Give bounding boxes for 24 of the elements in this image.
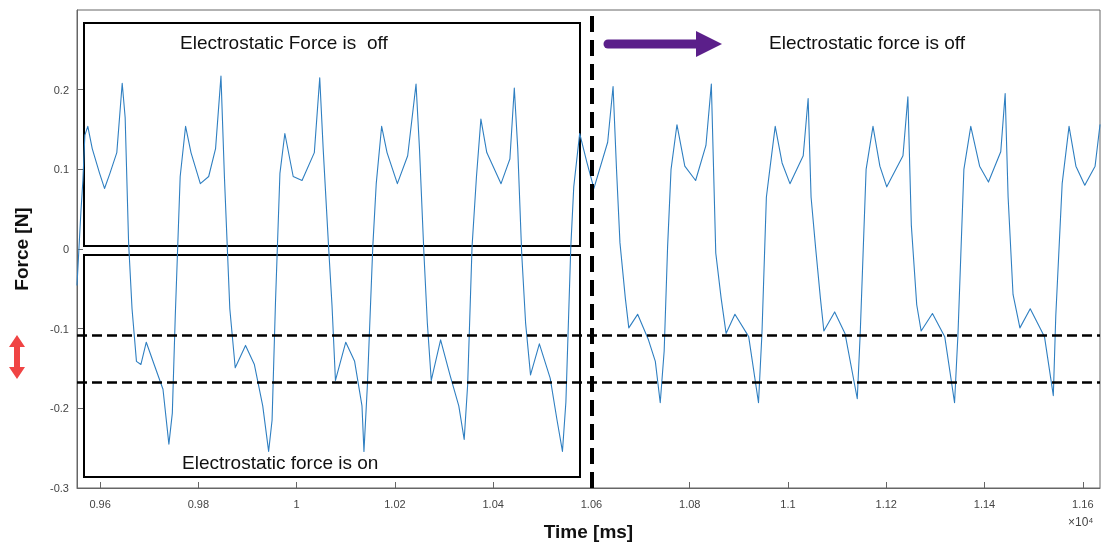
y-tick-label: -0.2 xyxy=(50,402,69,415)
x-tick-label: 1.16 xyxy=(1072,497,1094,510)
x-tick-label: 1.02 xyxy=(384,497,406,510)
y-tick-label: 0.1 xyxy=(53,163,69,176)
x-tick-label: 0.98 xyxy=(187,497,210,510)
x-tick-label: 1.12 xyxy=(875,497,897,510)
x-tick-label: 1.08 xyxy=(679,497,701,510)
x-axis-title: Time [ms] xyxy=(543,521,634,542)
annotation: Electrostatic force is off xyxy=(769,32,966,54)
annotation: Electrostatic force is on xyxy=(182,452,379,474)
y-tick-label: -0.1 xyxy=(50,322,69,335)
x-tick-label: 0.96 xyxy=(89,497,111,510)
line-series xyxy=(76,75,1101,452)
annotation: Electrostatic Force is off xyxy=(180,32,388,54)
x-tick-label: 1.14 xyxy=(973,497,996,510)
x-tick-label: 1.1 xyxy=(780,497,796,510)
y-tick-label: 0 xyxy=(62,243,69,255)
x-tick-label: 1.06 xyxy=(580,497,603,510)
y-tick-label: -0.3 xyxy=(50,482,69,494)
x-tick-label: 1 xyxy=(293,497,300,510)
text: ×10⁴ xyxy=(1068,515,1094,529)
x-tick-label: 1.04 xyxy=(482,497,504,510)
y-tick-label: 0.2 xyxy=(53,83,69,96)
y-axis-title: Force [N] xyxy=(11,207,32,291)
